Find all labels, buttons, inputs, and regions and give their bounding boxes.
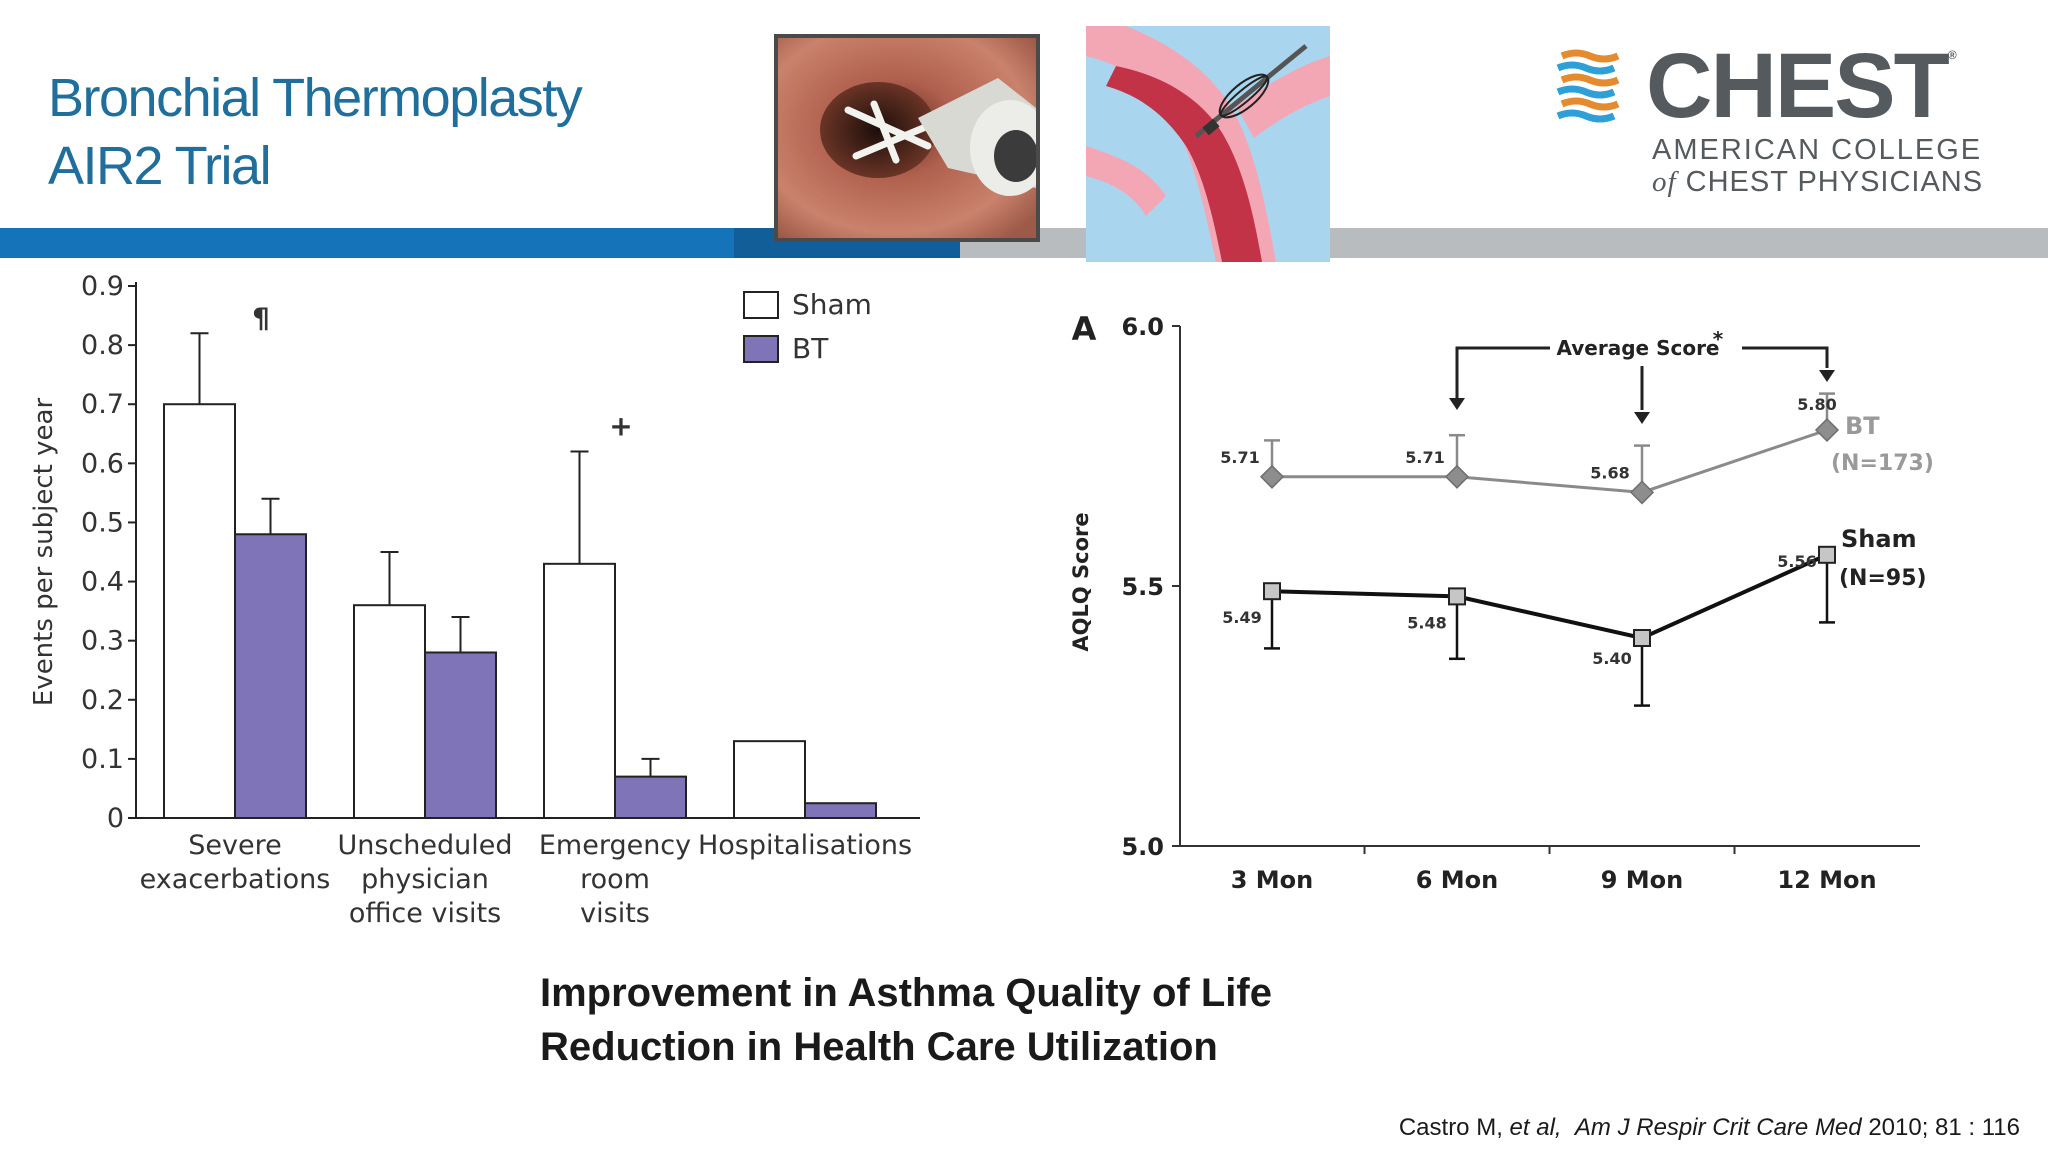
series-name-sham: Sham bbox=[1841, 525, 1917, 553]
bar-sham bbox=[163, 403, 236, 819]
marker-sham bbox=[1448, 587, 1466, 606]
bar-category-label: exacerbations bbox=[140, 864, 331, 895]
bar-y-axis-label: Events per subject year bbox=[29, 398, 59, 707]
bar-category-label: room bbox=[580, 864, 650, 895]
bar-category-label: physician bbox=[361, 864, 489, 895]
line-x-tick-label: 6 Mon bbox=[1416, 866, 1499, 894]
chest-logo-mark-icon bbox=[1556, 49, 1620, 123]
bar-y-tick-label: 0.7 bbox=[81, 389, 124, 420]
bar-chart-axes: 0 0.1 0.2 0.3 0.4 0.5 0.6 0.7 0.8 0.9 Events per s… bbox=[29, 271, 920, 929]
value-label-bt: 5.80 bbox=[1797, 395, 1836, 414]
chest-logo-word: CHEST® bbox=[1646, 35, 1957, 137]
line-x-tick-label: 3 Mon bbox=[1231, 866, 1314, 894]
bar-bt bbox=[614, 775, 687, 819]
legend-label-bt: BT bbox=[792, 332, 829, 365]
marker-sham bbox=[1633, 629, 1651, 647]
series-name-bt: BT bbox=[1845, 412, 1880, 440]
bar-chart-bars: ¶+ bbox=[163, 301, 877, 820]
line-y-tick-label: 6.0 bbox=[1121, 313, 1164, 341]
bar-sham bbox=[543, 562, 616, 820]
bar-category-label: Severe bbox=[188, 830, 281, 861]
citation-etal: et al, bbox=[1509, 1114, 1562, 1141]
legend-swatch-bt bbox=[743, 335, 779, 363]
down-arrow-icon bbox=[1819, 370, 1835, 382]
series-n-sham: (N=95) bbox=[1839, 566, 1927, 591]
citation: Castro M, et al, Am J Respir Crit Care M… bbox=[1399, 1114, 2020, 1142]
average-score-mark: * bbox=[1713, 327, 1724, 351]
bar-category-label: Unscheduled bbox=[337, 830, 512, 861]
title-line-1: Bronchial Thermoplasty bbox=[48, 68, 583, 128]
value-label-sham: 5.48 bbox=[1407, 613, 1446, 632]
value-label-bt: 5.71 bbox=[1220, 448, 1259, 467]
title-line-2: AIR2 Trial bbox=[48, 136, 272, 196]
slide-title: Bronchial Thermoplasty AIR2 Trial bbox=[48, 64, 583, 200]
bar-bt bbox=[804, 802, 877, 820]
bar-sham bbox=[733, 740, 806, 819]
line-x-tick-label: 9 Mon bbox=[1601, 866, 1684, 894]
series-n-bt: (N=173) bbox=[1831, 451, 1934, 476]
marker-sham bbox=[1263, 582, 1281, 601]
chest-logo-line1: AMERICAN COLLEGE bbox=[1652, 134, 1983, 166]
line-y-tick-label: 5.0 bbox=[1121, 833, 1164, 861]
value-label-sham: 5.40 bbox=[1592, 649, 1631, 668]
series-line-bt bbox=[1272, 428, 1828, 494]
airway-catheter-illustration bbox=[1086, 26, 1330, 262]
marker-bt bbox=[1444, 464, 1470, 489]
value-label-sham: 5.56 bbox=[1777, 552, 1816, 571]
value-label-bt: 5.71 bbox=[1405, 448, 1444, 467]
bar-y-tick-label: 0.9 bbox=[81, 271, 124, 302]
bronchoscopy-photo bbox=[774, 34, 1040, 242]
line-chart-axes: 5.0 5.5 6.0 AQLQ Score A 3 Mon 6 Mon 9 Mon 12 Mo… bbox=[1069, 310, 1920, 894]
citation-journal: Am J Respir Crit Care Med bbox=[1574, 1114, 1862, 1141]
bar-annotation-mark: ¶ bbox=[252, 301, 270, 334]
value-label-bt: 5.68 bbox=[1590, 463, 1629, 482]
bar-y-tick-label: 0.5 bbox=[81, 507, 124, 538]
chest-logo-line2: of CHEST PHYSICIANS bbox=[1652, 166, 1984, 198]
conclusions: Improvement in Asthma Quality of Life Re… bbox=[540, 966, 1272, 1074]
bar-chart-legend: Sham BT bbox=[743, 288, 872, 365]
down-arrow-icon bbox=[1449, 398, 1465, 410]
bar-bt bbox=[234, 533, 307, 819]
line-x-tick-label: 12 Mon bbox=[1777, 866, 1876, 894]
marker-sham bbox=[1818, 545, 1836, 564]
bar-annotation-mark: + bbox=[609, 410, 632, 443]
average-score-label: Average Score bbox=[1557, 336, 1720, 360]
down-arrow-icon bbox=[1634, 412, 1650, 424]
bar-category-label: Hospitalisations bbox=[698, 830, 912, 861]
bar-y-tick-label: 0.1 bbox=[81, 744, 124, 775]
legend-label-sham: Sham bbox=[792, 288, 872, 321]
bar-category-label: visits bbox=[580, 898, 650, 929]
header-band-blue bbox=[0, 228, 734, 258]
line-chart-aqlq: 5.0 5.5 6.0 AQLQ Score A 3 Mon 6 Mon 9 Mon 12 Mo… bbox=[1069, 310, 1934, 894]
chest-logo: CHEST® AMERICAN COLLEGE of CHEST PHYSICI… bbox=[1556, 35, 1996, 204]
value-label-sham: 5.49 bbox=[1222, 608, 1261, 627]
marker-bt bbox=[1814, 417, 1840, 443]
line-chart-series: Average Score* 5.71 5.71 5.68 5.80 BT (N=173) 5… bbox=[1220, 327, 1934, 707]
bar-chart-healthcare-utilization: 0 0.1 0.2 0.3 0.4 0.5 0.6 0.7 0.8 0.9 Events per s… bbox=[29, 271, 920, 929]
marker-bt bbox=[1259, 464, 1285, 489]
legend-swatch-sham bbox=[743, 291, 779, 319]
conclusion-1: Improvement in Asthma Quality of Life bbox=[540, 971, 1272, 1015]
bar-y-tick-label: 0.3 bbox=[81, 626, 124, 657]
series-line-sham bbox=[1271, 552, 1828, 641]
bar-category-label: office visits bbox=[349, 898, 501, 929]
conclusion-2: Reduction in Health Care Utilization bbox=[540, 1025, 1218, 1069]
average-score-bracket-left bbox=[1455, 346, 1550, 398]
bar-y-tick-label: 0.2 bbox=[81, 685, 124, 716]
citation-details: 2010; 81 : 116 bbox=[1868, 1114, 2020, 1141]
citation-authors: Castro M, bbox=[1398, 1114, 1510, 1141]
bar-category-label: Emergency bbox=[539, 830, 691, 861]
bar-sham bbox=[353, 604, 426, 820]
bar-y-tick-label: 0.6 bbox=[81, 448, 124, 479]
line-panel-label: A bbox=[1072, 310, 1097, 348]
marker-bt bbox=[1629, 480, 1655, 505]
average-score-bracket-right bbox=[1742, 346, 1829, 368]
bar-y-tick-label: 0.8 bbox=[81, 330, 124, 361]
bar-bt bbox=[424, 651, 497, 819]
bar-y-tick-label: 0 bbox=[107, 803, 124, 834]
line-y-axis-label: AQLQ Score bbox=[1069, 512, 1093, 651]
line-y-tick-label: 5.5 bbox=[1121, 573, 1164, 601]
bar-y-tick-label: 0.4 bbox=[81, 567, 124, 598]
